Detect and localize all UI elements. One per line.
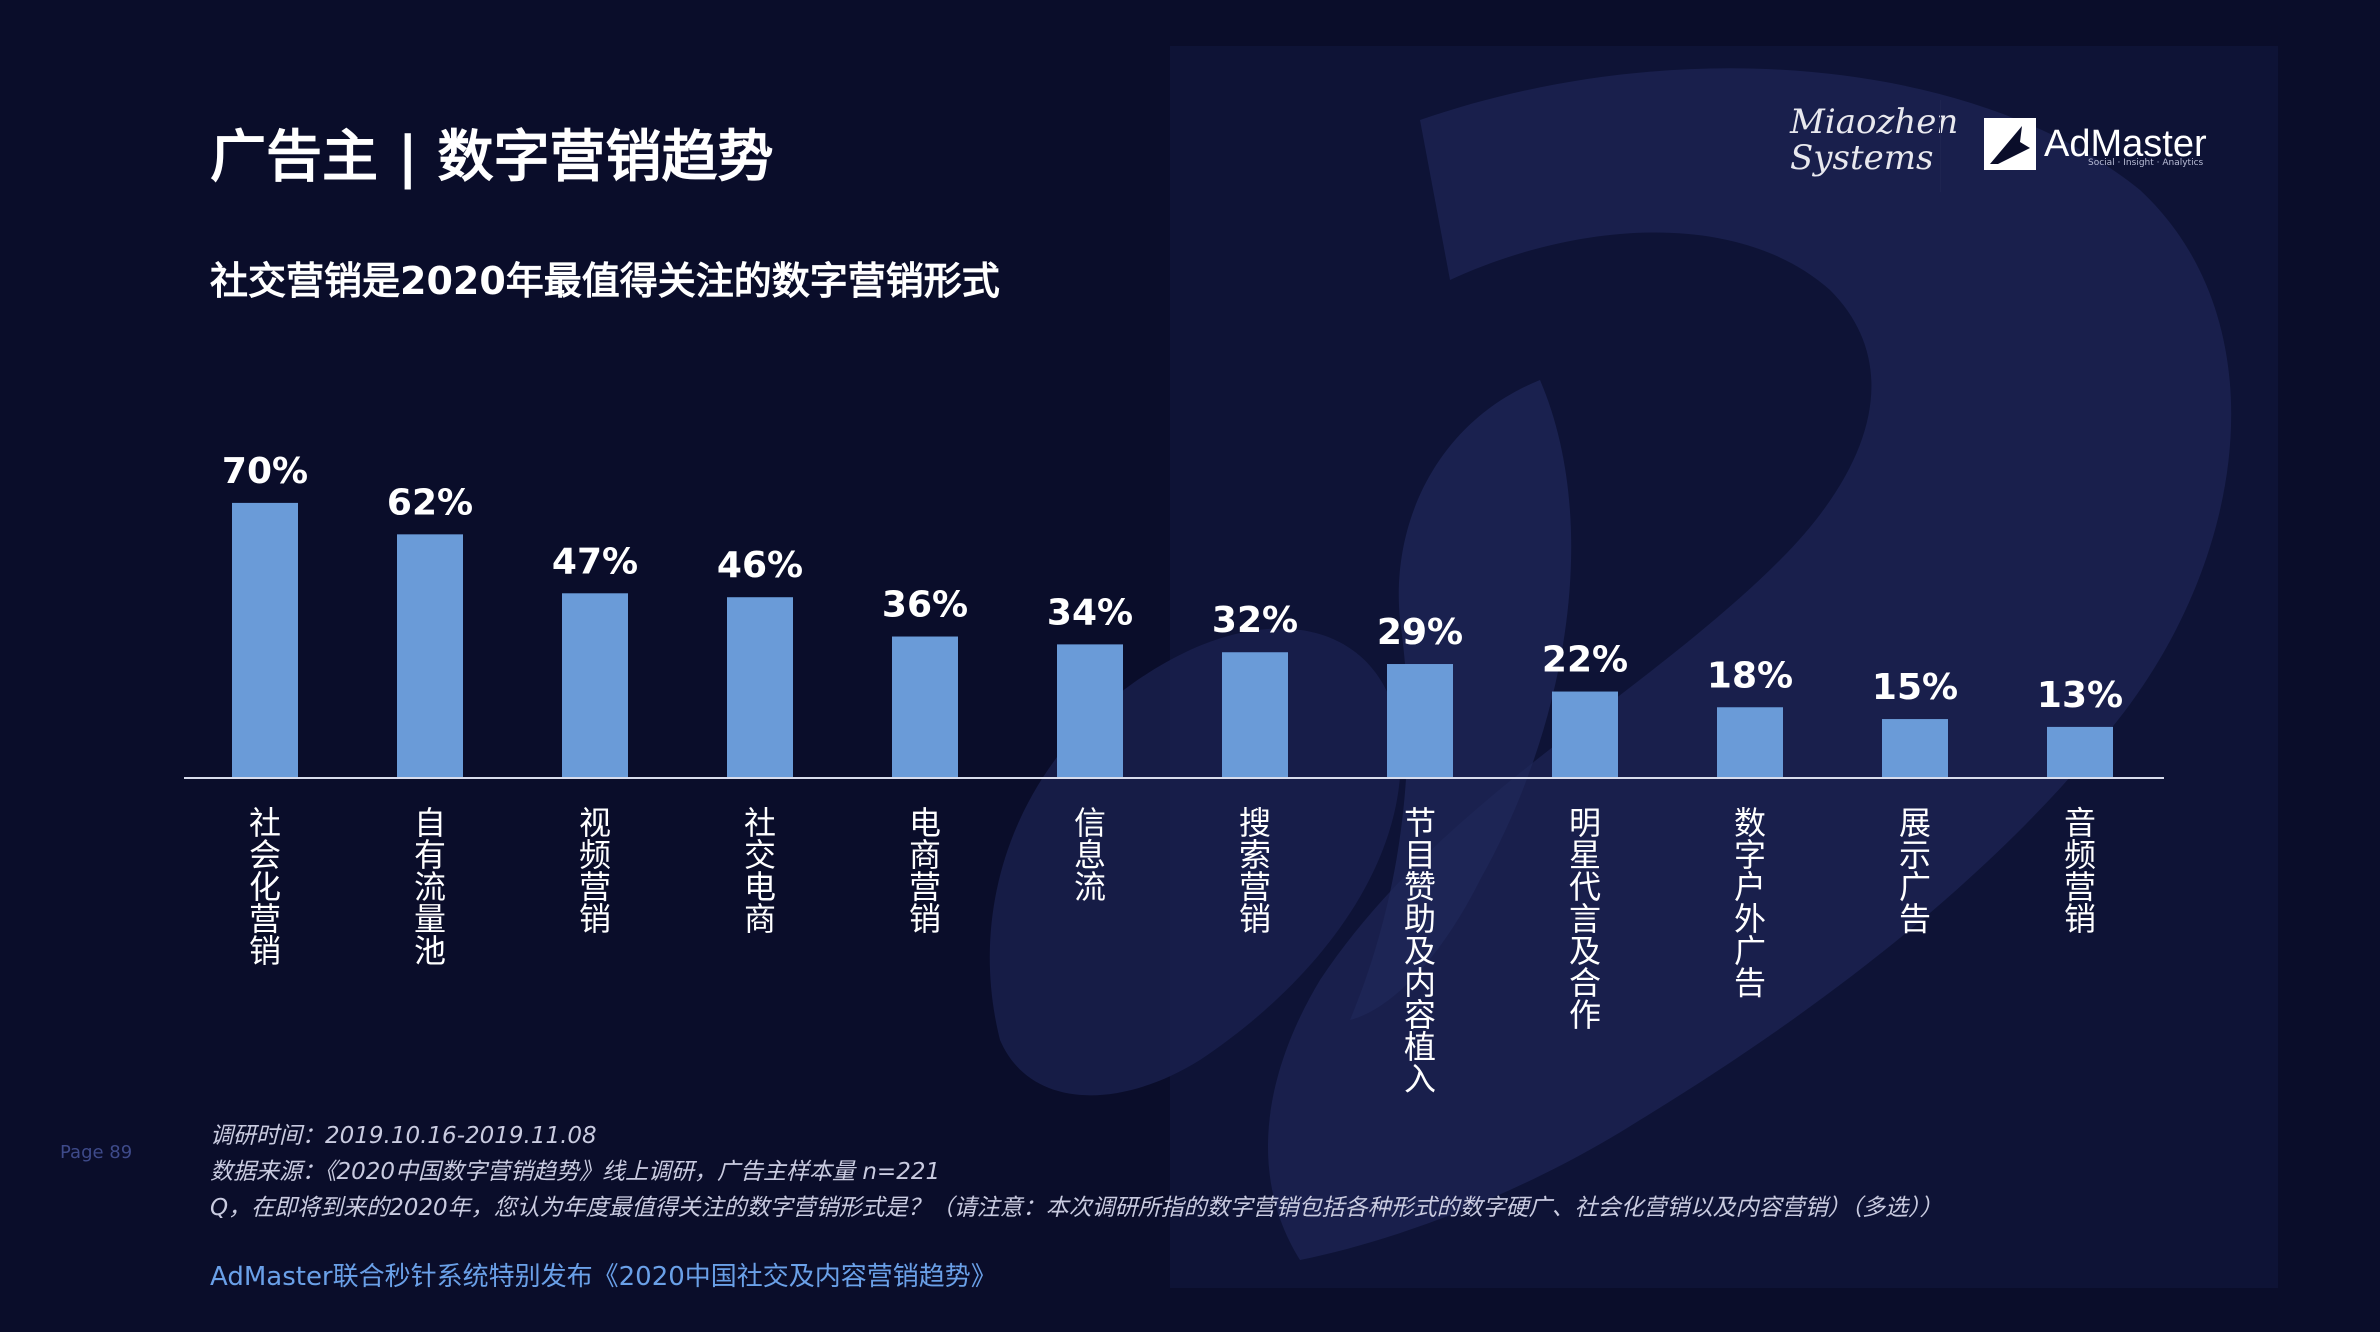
footnotes: 调研时间：2019.10.16-2019.11.08 数据来源：《2020中国数… — [210, 1118, 1943, 1226]
category-label: 社交电商 — [744, 804, 776, 938]
category-label: 音频营销 — [2064, 804, 2096, 938]
category-label: 自有流量池 — [414, 804, 446, 970]
data-label: 32% — [1212, 600, 1298, 641]
data-label: 29% — [1377, 612, 1463, 653]
bar — [1552, 691, 1618, 778]
survey-time-note: 调研时间：2019.10.16-2019.11.08 — [210, 1123, 597, 1149]
category-label: 社会化营销 — [249, 804, 281, 970]
admaster-logo-name: AdMaster — [2044, 122, 2207, 165]
bar — [232, 502, 298, 778]
bar — [1882, 719, 1948, 778]
bar — [1717, 707, 1783, 778]
category-label: 数字户外广告 — [1734, 804, 1766, 1002]
data-label: 62% — [387, 482, 473, 523]
category-label: 视频营销 — [579, 804, 611, 938]
data-label: 18% — [1707, 655, 1793, 696]
category-label: 节目赞助及内容植入 — [1404, 804, 1436, 1098]
category-label: 信息流 — [1074, 804, 1106, 906]
logo-divider — [1940, 100, 1941, 192]
data-label: 70% — [222, 451, 308, 492]
miaozhen-logo-line2: Systems — [1790, 138, 1934, 178]
data-label: 47% — [552, 541, 638, 582]
data-label: 22% — [1542, 640, 1628, 681]
bars-layer: 70% 社会化营销 62% 自有流量池 47% 视频营销 46% 社交电商 36% 电商营销 34%… — [222, 451, 2123, 1098]
chart-subtitle: 社交营销是2020年最值得关注的数字营销形式 — [210, 259, 1000, 303]
publication-footer: AdMaster联合秒针系统特别发布《2020中国社交及内容营销趋势》 — [210, 1262, 997, 1292]
admaster-logo: AdMaster Social · Insight · Analytics — [1984, 114, 2207, 174]
data-label: 36% — [882, 585, 968, 626]
data-label: 13% — [2037, 675, 2123, 716]
admaster-logo-icon — [1984, 118, 2036, 170]
page-number: Page 89 — [60, 1142, 133, 1163]
data-label: 34% — [1047, 592, 1133, 633]
data-label: 15% — [1872, 667, 1958, 708]
bar — [562, 593, 628, 778]
category-label: 电商营销 — [909, 804, 941, 938]
bar — [892, 636, 958, 778]
page-title: 广告主 | 数字营销趋势 — [210, 125, 774, 190]
category-label: 明星代言及合作 — [1569, 804, 1601, 1034]
bar — [727, 597, 793, 778]
admaster-logo-tagline: Social · Insight · Analytics — [2088, 158, 2204, 168]
bar — [2047, 726, 2113, 778]
bar — [397, 534, 463, 778]
data-label: 46% — [717, 545, 803, 586]
bar — [1057, 644, 1123, 778]
survey-question-note: Q，在即将到来的2020年，您认为年度最值得关注的数字营销形式是？（请注意：本次… — [210, 1195, 1943, 1221]
category-label: 展示广告 — [1899, 804, 1931, 938]
category-label: 搜索营销 — [1239, 804, 1271, 938]
bar — [1222, 652, 1288, 778]
bar — [1387, 664, 1453, 778]
data-source-note: 数据来源：《2020中国数字营销趋势》线上调研，广告主样本量 n=221 — [210, 1159, 941, 1185]
